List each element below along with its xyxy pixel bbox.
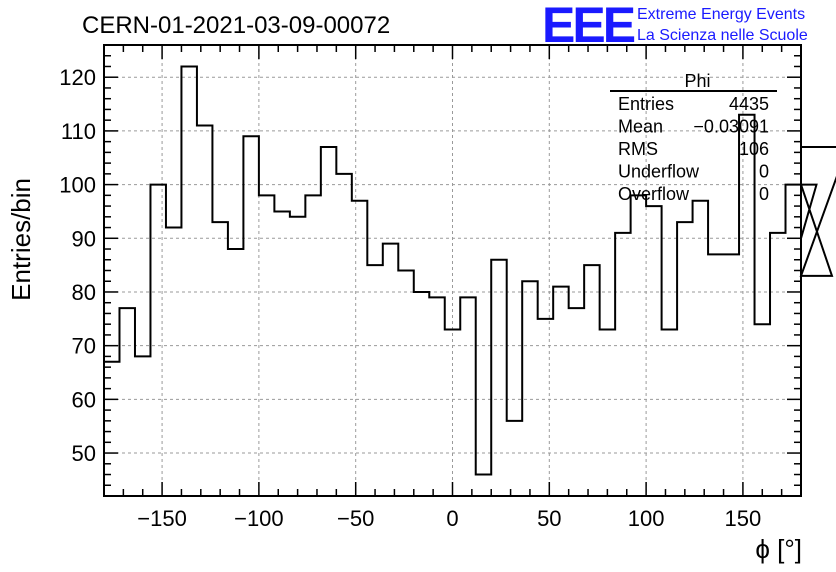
- y-axis-label: Entries/bin: [6, 178, 36, 301]
- stats-row-value: 106: [739, 139, 769, 159]
- x-tick-labels: −150 −100 −50 0 50 100 150: [137, 506, 761, 531]
- stats-box: Phi Entries 4435 Mean −0.03091 RMS 106 Underflo…: [610, 71, 777, 204]
- y-tick-label: 110: [61, 119, 96, 144]
- stats-row-value: 0: [759, 184, 769, 204]
- stats-row-value: 4435: [729, 94, 769, 114]
- x-tick-label: 0: [446, 506, 458, 531]
- x-tick-label: 100: [628, 506, 665, 531]
- y-tick-label: 60: [72, 387, 96, 412]
- y-tick-label: 80: [72, 280, 96, 305]
- stats-row-value: −0.03091: [693, 117, 769, 137]
- grid-lines: [104, 45, 801, 496]
- stats-row-label: Underflow: [618, 162, 700, 182]
- stats-row-label: Entries: [618, 94, 674, 114]
- x-tick-label: −150: [137, 506, 187, 531]
- eee-logo-line1: Extreme Energy Events: [637, 6, 805, 23]
- stats-box-name: Phi: [684, 71, 710, 91]
- eee-logo-line2: La Scienza nelle Scuole: [637, 27, 808, 44]
- y-tick-label: 120: [59, 65, 96, 90]
- y-tick-label: 50: [72, 441, 96, 466]
- histogram-line: [104, 65, 836, 476]
- x-tick-label: −100: [234, 506, 284, 531]
- chart-title: CERN-01-2021-03-09-00072: [82, 12, 390, 39]
- x-tick-label: −50: [337, 506, 374, 531]
- stats-row-label: Mean: [618, 117, 663, 137]
- stats-row-label: Overflow: [618, 184, 690, 204]
- x-axis-label: ϕ [°]: [755, 534, 802, 564]
- stats-row-label: RMS: [618, 139, 658, 159]
- y-tick-label: 90: [72, 226, 96, 251]
- y-tick-labels: 50 60 70 80 90 100 110 120: [59, 65, 96, 466]
- y-tick-label: 100: [59, 173, 96, 198]
- x-tick-label: 150: [725, 506, 762, 531]
- stats-row-value: 0: [759, 162, 769, 182]
- y-tick-label: 70: [72, 334, 96, 359]
- axis-ticks: [103, 44, 802, 496]
- x-tick-label: 50: [537, 506, 561, 531]
